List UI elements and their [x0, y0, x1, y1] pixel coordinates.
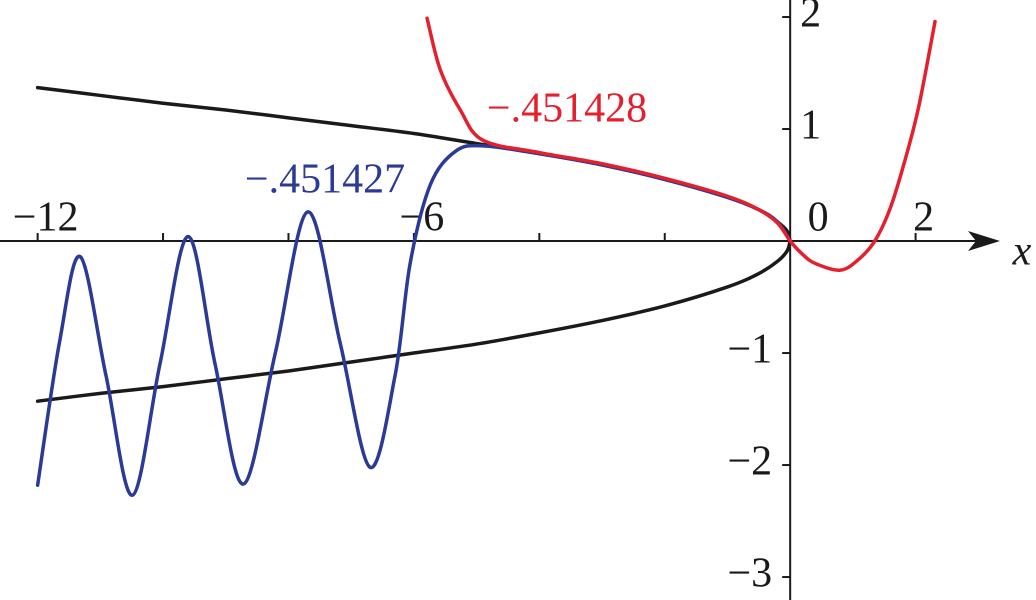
y-tick-label: 1 — [800, 103, 821, 149]
y-tick-label: 2 — [800, 0, 821, 37]
x-tick-label: −6 — [400, 195, 445, 241]
curve-label: −.451428 — [487, 86, 647, 132]
y-tick-label: −2 — [727, 439, 772, 485]
x-tick-label: 0 — [808, 195, 829, 241]
curves: −.451427 −.451428 — [35, 16, 937, 498]
axes: −12 −6 0 2 2 1 −1 −2 −3 — [0, 0, 1000, 600]
y-tick-label: −1 — [727, 327, 772, 373]
x-axis-arrow — [968, 231, 1000, 252]
x-axis-label: x — [1012, 229, 1032, 275]
curve-label: −.451427 — [245, 157, 405, 203]
curve — [35, 239, 792, 403]
curve — [425, 16, 937, 272]
x-tick-label: 2 — [913, 195, 934, 241]
x-tick-label: −12 — [13, 195, 79, 241]
y-tick-label: −3 — [727, 551, 772, 597]
